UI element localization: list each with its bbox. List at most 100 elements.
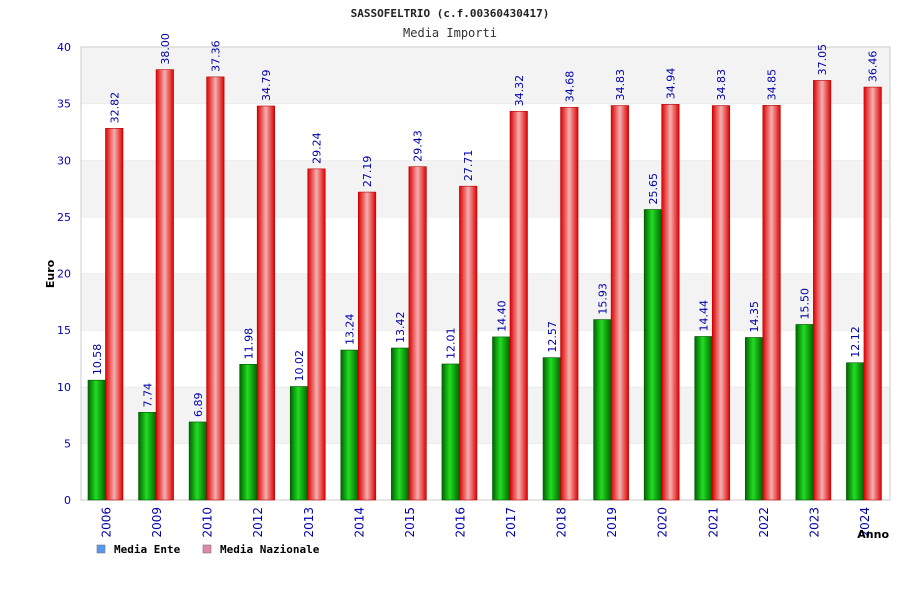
- bar-media-nazionale: [256, 105, 275, 501]
- y-tick-label: 5: [64, 437, 71, 450]
- data-label: 27.19: [361, 156, 374, 188]
- data-label: 37.05: [816, 44, 829, 76]
- bar-media-nazionale: [560, 106, 579, 501]
- legend: Media Ente Media Nazionale: [96, 543, 320, 556]
- data-label: 34.79: [260, 70, 273, 102]
- y-tick-label: 25: [57, 211, 71, 224]
- x-tick-label: 2023: [807, 507, 821, 538]
- bar-media-nazionale: [813, 80, 832, 501]
- data-label: 14.44: [698, 300, 711, 332]
- bar-media-ente: [694, 336, 713, 501]
- data-label: 12.01: [445, 327, 458, 359]
- legend-label: Media Ente: [114, 543, 181, 556]
- data-label: 15.93: [596, 283, 609, 315]
- bar-media-nazionale: [408, 166, 427, 501]
- y-tick-label: 10: [57, 381, 71, 394]
- x-axis-ticks: 2006 2009 2010 2012 2013 2014 2015 2016 2017 2018…: [100, 507, 872, 538]
- data-label: 34.83: [614, 69, 627, 101]
- x-axis-title: Anno: [857, 528, 889, 541]
- bar-media-ente: [340, 349, 359, 501]
- data-labels: 10.58 32.82 7.74 38.00 6.89 37.36 11.98 34.79 10…: [91, 33, 880, 417]
- bar-media-nazionale: [610, 105, 629, 501]
- y-tick-label: 0: [64, 494, 71, 507]
- legend-label: Media Nazionale: [220, 543, 320, 556]
- x-tick-label: 2013: [302, 507, 316, 538]
- bar-media-nazionale: [105, 128, 124, 501]
- x-tick-label: 2016: [453, 507, 467, 538]
- data-label: 15.50: [799, 288, 812, 320]
- data-label: 32.82: [108, 92, 121, 124]
- y-tick-label: 15: [57, 324, 71, 337]
- bar-media-ente: [239, 364, 258, 501]
- bar-media-nazionale: [206, 76, 225, 501]
- bar-media-ente: [795, 324, 814, 501]
- data-label: 12.12: [849, 326, 862, 358]
- bar-media-nazionale: [711, 105, 731, 501]
- data-label: 14.35: [748, 301, 761, 333]
- data-label: 27.71: [462, 150, 475, 182]
- data-label: 10.58: [91, 344, 104, 376]
- bar-media-ente: [745, 337, 764, 501]
- x-tick-label: 2017: [504, 507, 518, 538]
- x-tick-label: 2015: [403, 507, 417, 538]
- bar-media-nazionale: [307, 168, 326, 501]
- data-label: 34.94: [664, 68, 677, 100]
- x-tick-label: 2018: [555, 507, 569, 538]
- data-label: 29.43: [412, 130, 425, 162]
- bar-media-nazionale: [762, 105, 781, 501]
- legend-swatch: [96, 544, 106, 554]
- x-tick-label: 2021: [706, 507, 720, 538]
- bar-media-nazionale: [459, 185, 478, 501]
- data-label: 25.65: [647, 173, 660, 205]
- legend-swatch: [202, 544, 212, 554]
- data-label: 14.40: [495, 300, 508, 332]
- bar-media-ente: [593, 319, 612, 501]
- x-tick-label: 2012: [251, 507, 265, 538]
- x-tick-label: 2010: [201, 507, 215, 538]
- bar-media-ente: [391, 347, 410, 501]
- x-tick-label: 2019: [605, 507, 619, 538]
- bar-media-nazionale: [863, 86, 882, 501]
- data-label: 34.85: [766, 69, 779, 101]
- bar-media-nazionale: [661, 104, 680, 501]
- y-axis-ticks: 0 5 10 15 20 25 30 35 40: [57, 41, 71, 507]
- bar-media-ente: [188, 421, 207, 501]
- data-label: 38.00: [159, 33, 172, 65]
- bar-media-ente: [492, 336, 511, 501]
- bar-media-nazionale: [509, 111, 528, 501]
- data-label: 37.36: [209, 40, 222, 72]
- bar-media-nazionale: [155, 69, 174, 501]
- data-label: 12.57: [546, 321, 559, 353]
- data-label: 11.98: [242, 328, 255, 360]
- data-label: 34.83: [715, 69, 728, 101]
- y-tick-label: 30: [57, 154, 71, 167]
- bar-media-ente: [542, 357, 561, 501]
- data-label: 10.02: [293, 350, 306, 382]
- bar-media-ente: [138, 412, 157, 501]
- x-tick-label: 2014: [352, 507, 366, 538]
- bar-media-ente: [846, 362, 865, 501]
- chart-subtitle: Media Importi: [403, 26, 497, 40]
- y-tick-label: 40: [57, 41, 71, 54]
- bar-media-ente: [289, 386, 309, 501]
- chart-title: SASSOFELTRIO (c.f.00360430417): [351, 7, 550, 20]
- data-label: 7.74: [141, 383, 154, 408]
- y-tick-label: 35: [57, 98, 71, 111]
- data-label: 34.68: [563, 71, 576, 103]
- plot-border: [80, 46, 891, 501]
- bar-media-ente: [441, 363, 460, 501]
- data-label: 34.32: [513, 75, 526, 107]
- data-label: 36.46: [867, 51, 880, 83]
- x-tick-label: 2009: [150, 507, 164, 538]
- x-tick-label: 2006: [100, 507, 114, 538]
- data-label: 6.89: [192, 392, 205, 417]
- bars-group: [87, 69, 882, 501]
- bar-media-ente: [643, 209, 662, 501]
- x-tick-label: 2020: [656, 507, 670, 538]
- data-label: 13.42: [394, 312, 407, 344]
- bar-media-nazionale: [358, 191, 377, 501]
- data-label: 13.24: [344, 314, 357, 346]
- x-tick-label: 2024: [858, 507, 872, 538]
- y-axis-title: Euro: [44, 259, 57, 288]
